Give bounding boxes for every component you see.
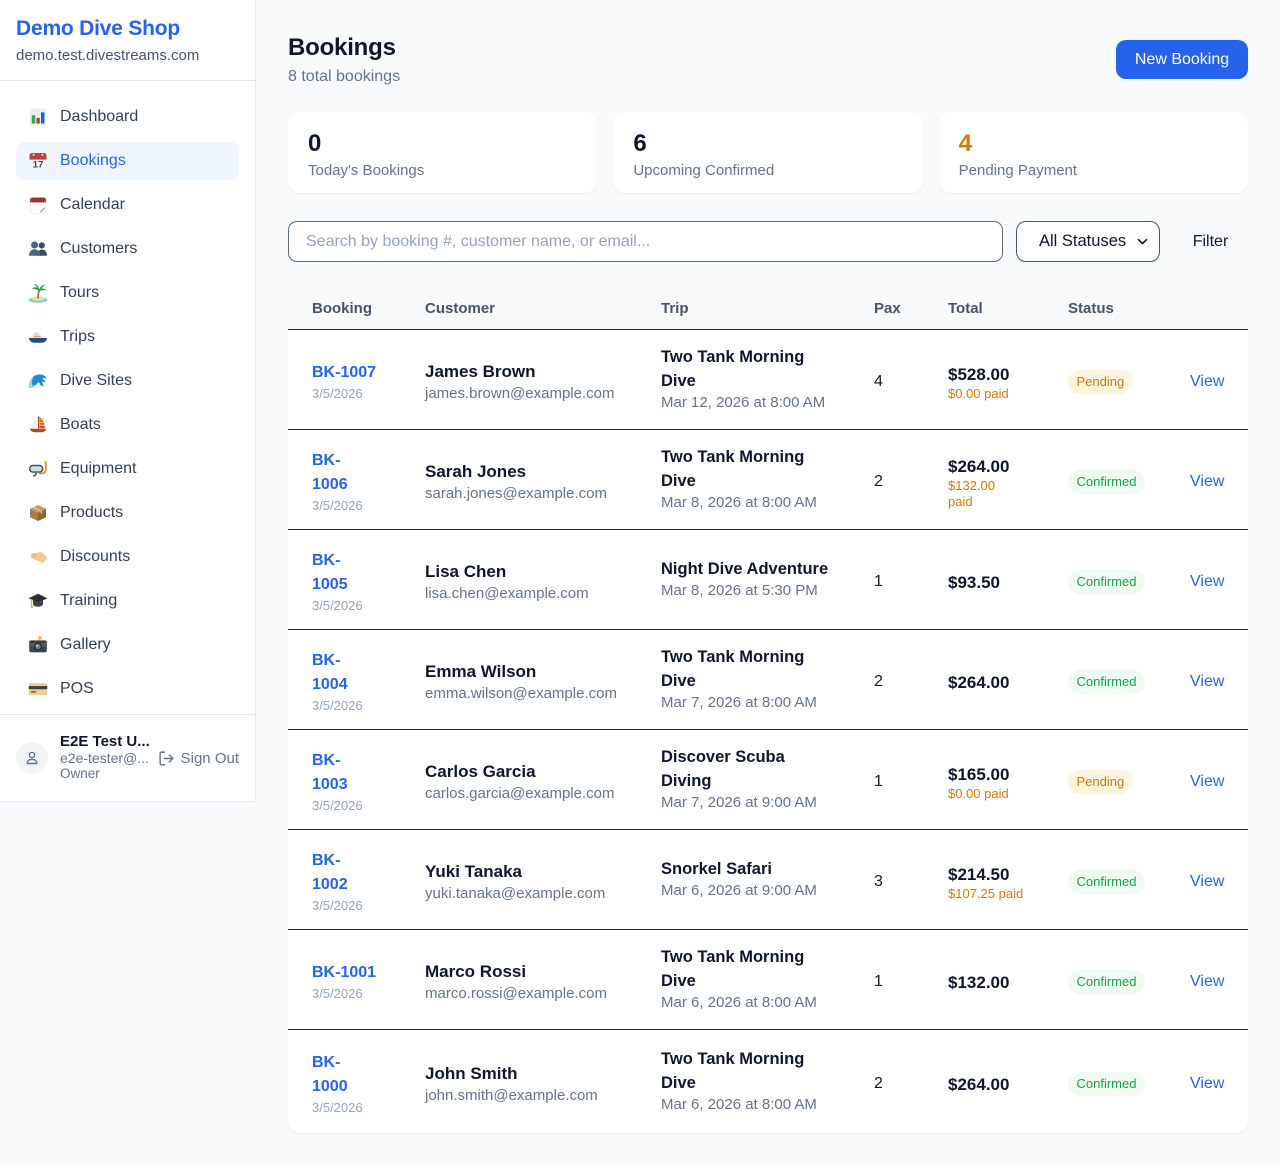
svg-text:17: 17	[33, 160, 44, 171]
